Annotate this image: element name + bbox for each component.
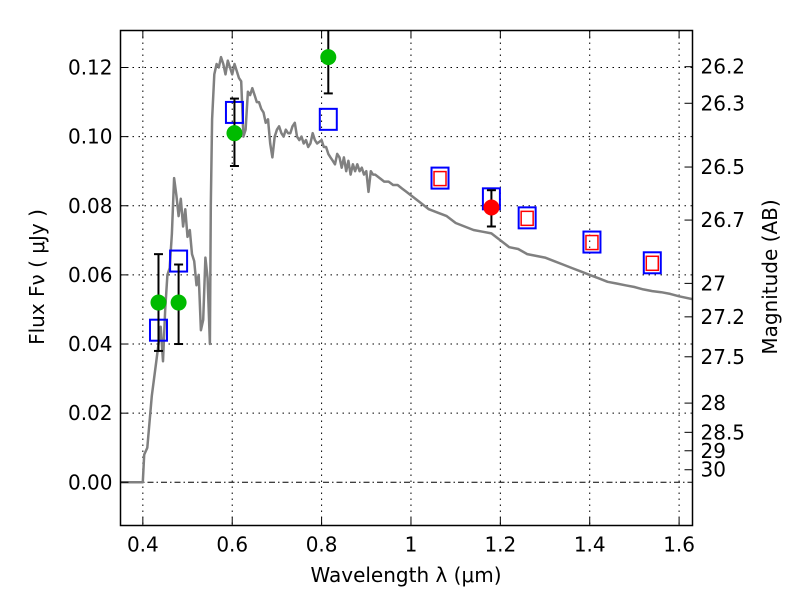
y2-tick-label: 28.5: [701, 420, 746, 444]
ground-photometry-point: [170, 294, 187, 311]
ground-photometry-point: [226, 125, 243, 142]
grid-lines: [120, 30, 693, 526]
observed-square-marker: [520, 210, 534, 227]
x-tick-label: 1.6: [663, 533, 695, 557]
model-spectrum: [120, 55, 693, 484]
ground-photometry-point: [320, 49, 337, 66]
data-markers: [148, 30, 662, 352]
ground-photometry-point: [150, 294, 167, 311]
observed-square-marker: [585, 234, 599, 251]
model-square-marker: [582, 230, 602, 254]
y2-tick-label: 27: [701, 271, 726, 295]
y2-tick-label: 29: [701, 439, 726, 463]
axis-ticks: [120, 30, 693, 526]
model-square-marker: [430, 166, 450, 190]
tick-labels: 0.4 0.6 0.8 1 1.2 1.4 1.6 0.00 0.02 0.04 0.06 0.08 0…: [68, 55, 745, 557]
y-tick-label: 0.04: [68, 332, 113, 356]
y2-tick-label: 26.5: [701, 155, 746, 179]
y2-tick-label: 26.7: [701, 208, 746, 232]
observed-square-marker: [433, 170, 447, 187]
spectrum-line: [120, 55, 693, 484]
model-square-marker: [642, 251, 662, 275]
x-tick-label: 1: [405, 533, 418, 557]
space-photometry-point: [483, 199, 500, 216]
x-tick-label: 0.6: [216, 533, 248, 557]
y-tick-label: 0.10: [68, 125, 113, 149]
plot-frame: [119, 29, 694, 527]
x-tick-label: 1.4: [574, 533, 606, 557]
y2-tick-label: 28: [701, 391, 726, 415]
y-tick-label: 0.12: [68, 55, 113, 79]
y2-axis-title: Magnitude (AB): [758, 199, 782, 354]
model-square-marker: [517, 206, 537, 230]
y-tick-label: 0.02: [68, 401, 113, 425]
y-tick-label: 0.00: [68, 470, 113, 494]
x-tick-label: 1.2: [484, 533, 516, 557]
y-axis-title: Flux Fν ( μJy ): [25, 209, 49, 345]
y2-tick-label: 27.5: [701, 345, 746, 369]
y-tick-label: 0.06: [68, 263, 113, 287]
y2-tick-label: 26.3: [701, 91, 746, 115]
y2-tick-label: 30: [701, 458, 726, 482]
x-axis-title: Wavelength λ (μm): [310, 563, 501, 587]
y-tick-label: 0.08: [68, 194, 113, 218]
y2-tick-label: 27.2: [701, 305, 746, 329]
x-tick-label: 0.4: [127, 533, 159, 557]
x-tick-label: 0.8: [306, 533, 338, 557]
observed-square-marker: [645, 255, 660, 272]
model-square-marker: [318, 107, 338, 131]
y2-tick-label: 26.2: [701, 55, 746, 79]
